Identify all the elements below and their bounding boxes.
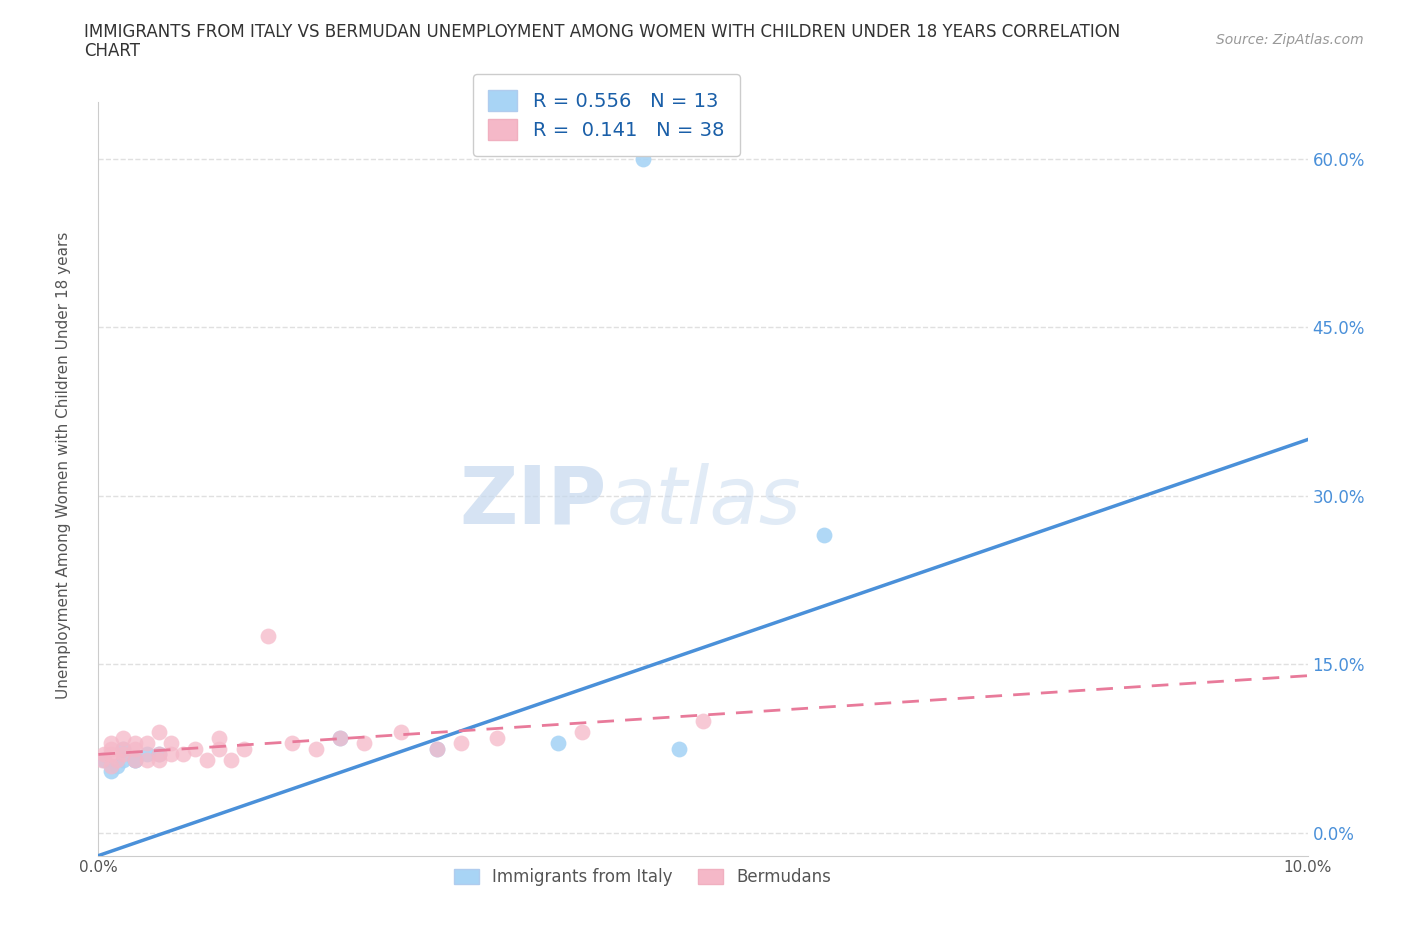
Point [195,752,218,767]
Point [160,736,183,751]
Point [93,747,115,762]
Point [100,736,122,751]
Point [692,713,714,728]
Text: CHART: CHART [84,42,141,60]
Point [208,730,231,745]
Point [135,747,157,762]
Point [547,736,569,751]
Point [426,741,449,756]
Point [486,730,509,745]
Point [124,752,146,767]
Point [329,730,352,745]
Point [124,752,146,767]
Point [111,752,134,767]
Point [124,736,146,751]
Text: Unemployment Among Women with Children Under 18 years: Unemployment Among Women with Children U… [56,232,70,698]
Point [232,741,254,756]
Legend: Immigrants from Italy, Bermudans: Immigrants from Italy, Bermudans [447,861,838,893]
Point [221,752,243,767]
Point [100,747,122,762]
Point [148,724,170,739]
Point [389,724,412,739]
Point [93,752,115,767]
Point [124,741,146,756]
Point [148,752,170,767]
Point [184,741,207,756]
Point [100,764,122,778]
Point [111,730,134,745]
Point [100,758,122,773]
Point [631,151,654,166]
Point [111,747,134,762]
Point [105,758,128,773]
Point [124,752,146,767]
Text: atlas: atlas [606,462,801,540]
Point [135,736,157,751]
Text: ZIP: ZIP [458,462,606,540]
Point [813,527,835,542]
Point [148,747,170,762]
Point [353,736,375,751]
Point [91,752,114,767]
Point [148,747,170,762]
Point [281,736,304,751]
Point [208,741,231,756]
Point [426,741,449,756]
Point [111,741,134,756]
Point [105,752,128,767]
Text: IMMIGRANTS FROM ITALY VS BERMUDAN UNEMPLOYMENT AMONG WOMEN WITH CHILDREN UNDER 1: IMMIGRANTS FROM ITALY VS BERMUDAN UNEMPL… [84,23,1121,41]
Point [329,730,352,745]
Point [668,741,690,756]
Point [172,747,194,762]
Point [450,736,472,751]
Point [571,724,593,739]
Point [160,747,183,762]
Text: Source: ZipAtlas.com: Source: ZipAtlas.com [1216,33,1364,46]
Point [100,741,122,756]
Point [256,629,278,644]
Point [305,741,328,756]
Point [135,752,157,767]
Point [111,741,134,756]
